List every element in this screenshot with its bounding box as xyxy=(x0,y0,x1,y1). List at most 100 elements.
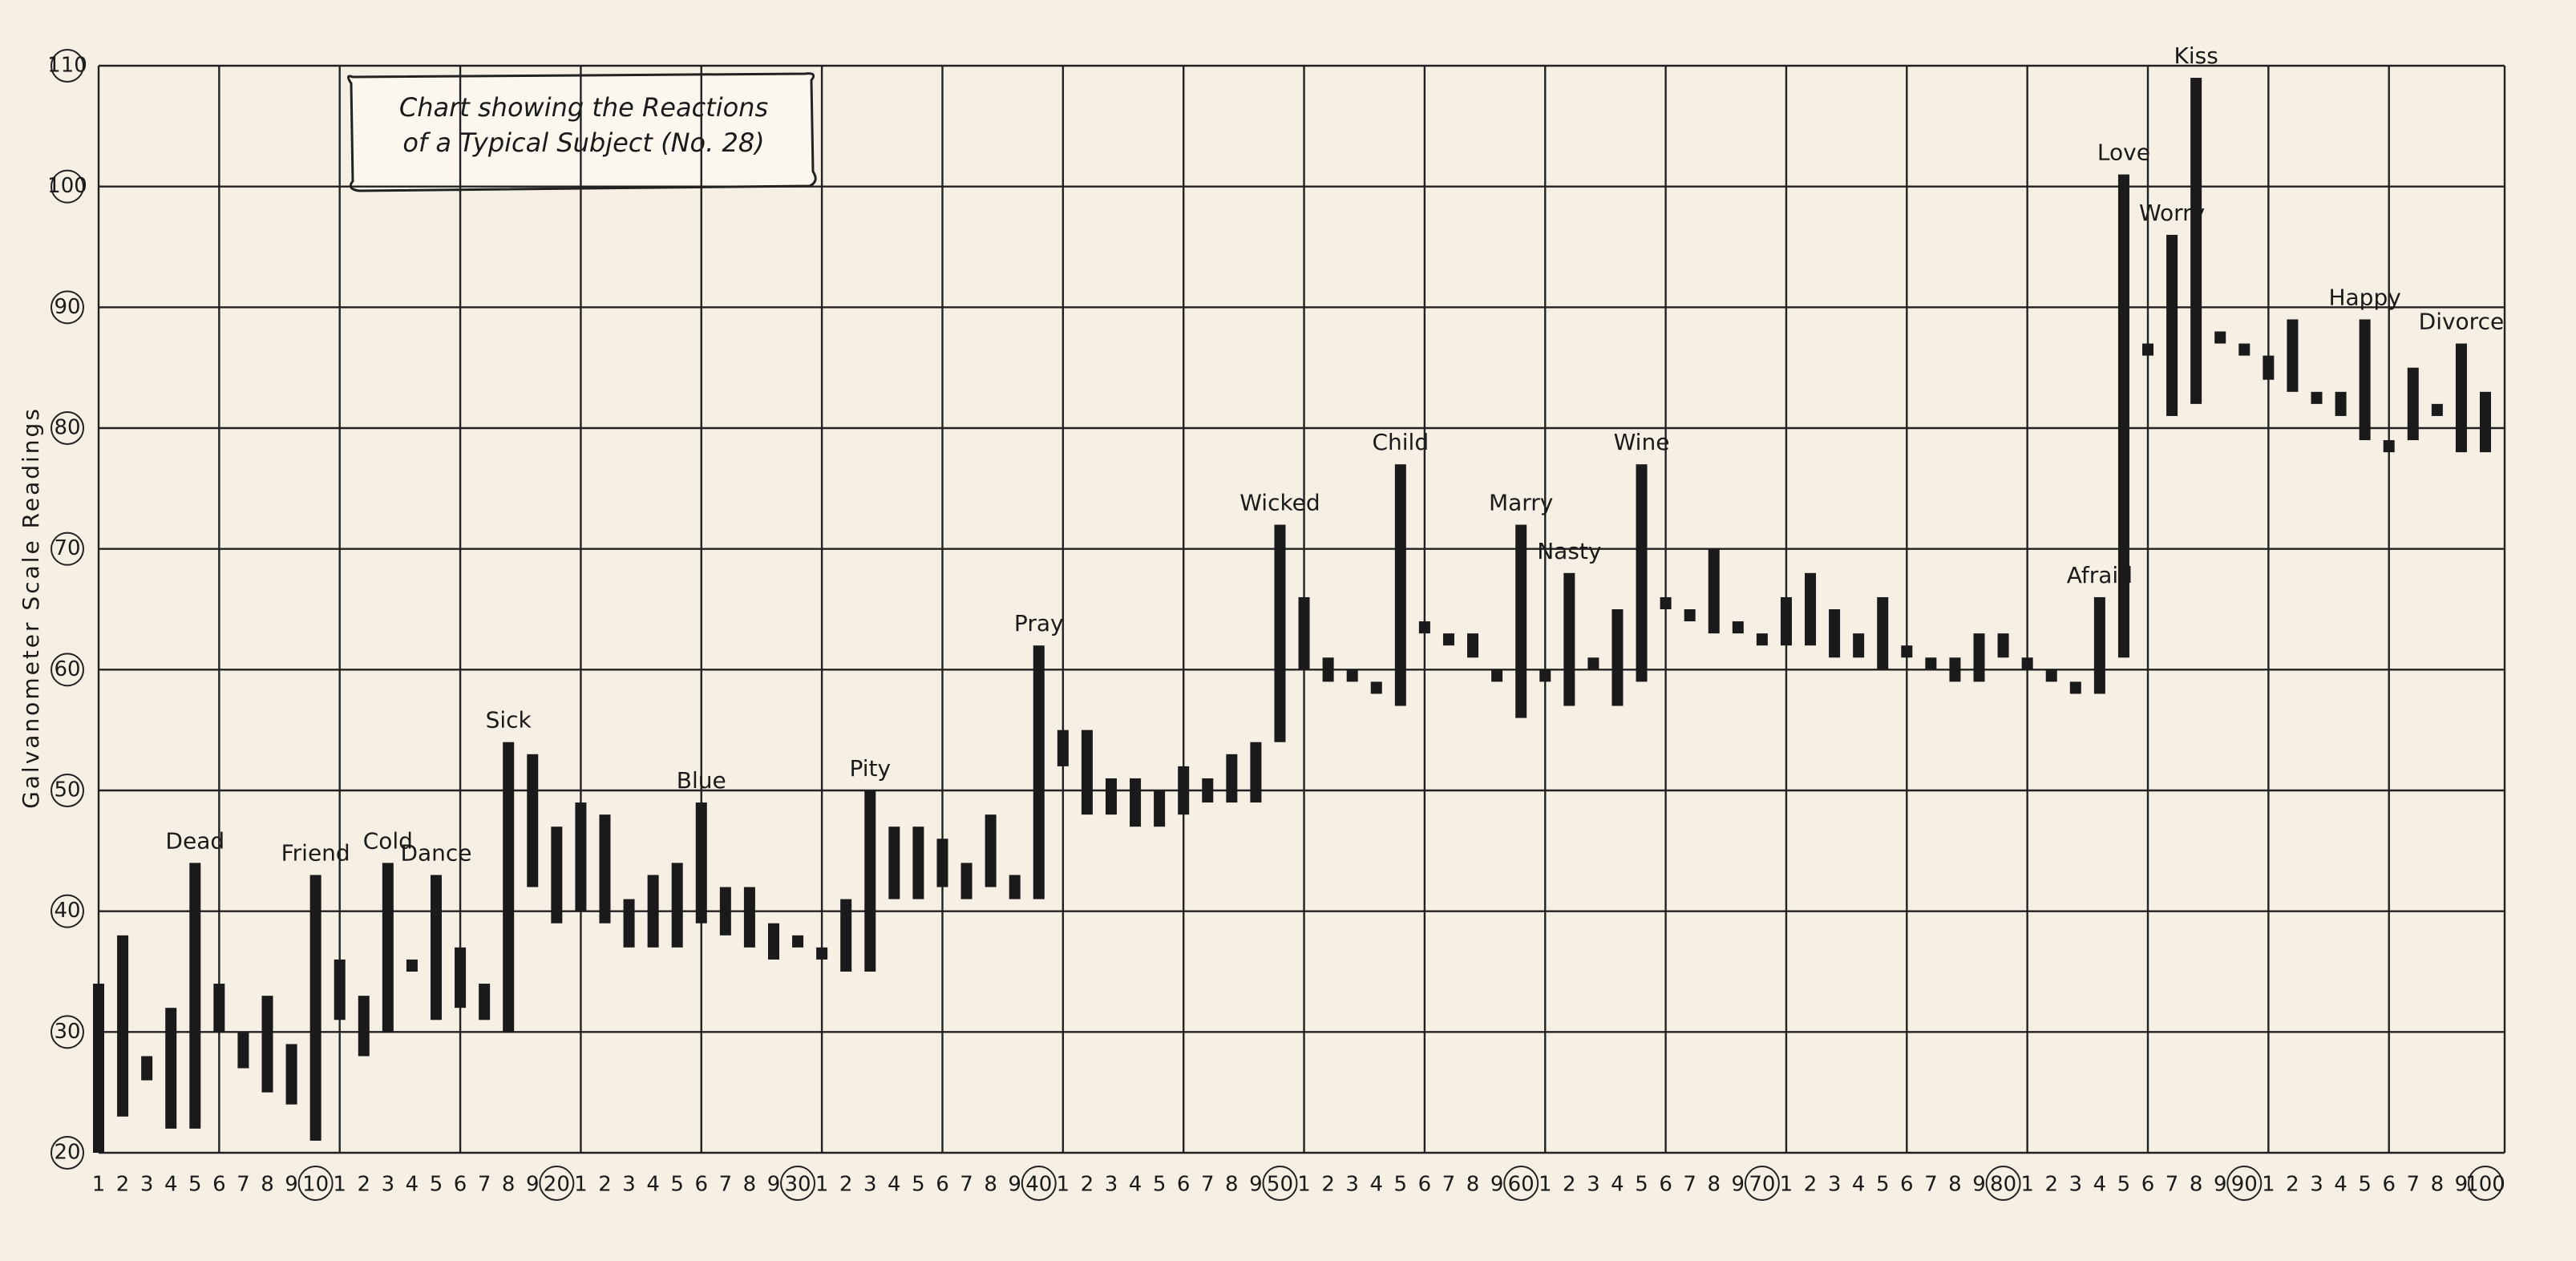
annotation: Sick xyxy=(486,707,532,734)
reaction-bar xyxy=(2069,681,2081,694)
x-tick-label: 5 xyxy=(2117,1173,2131,1197)
reaction-bar xyxy=(599,814,611,924)
x-tick-label: 8 xyxy=(2190,1173,2203,1197)
x-tick-label: 9 xyxy=(1249,1173,1263,1197)
annotation: Kiss xyxy=(2174,42,2218,69)
x-tick-label: 5 xyxy=(1876,1173,1890,1197)
reaction-bar xyxy=(1394,464,1406,706)
x-tick-label: 2 xyxy=(116,1173,130,1197)
reaction-bar xyxy=(912,827,924,899)
x-tick-label: 5 xyxy=(670,1173,684,1197)
reaction-bar xyxy=(93,984,104,1153)
reaction-bar xyxy=(406,959,418,972)
x-tick-label: 90 xyxy=(2231,1173,2258,1197)
tick-circle xyxy=(2226,1166,2263,1201)
reaction-bar xyxy=(792,935,804,948)
reaction-bar xyxy=(623,899,635,948)
reaction-bar xyxy=(1732,621,1744,634)
reaction-bar xyxy=(2214,331,2226,344)
reaction-bar xyxy=(189,863,201,1129)
x-tick-label: 3 xyxy=(382,1173,395,1197)
x-tick-label: 7 xyxy=(1442,1173,1456,1197)
reaction-bar xyxy=(1877,596,1889,670)
tick-circle xyxy=(539,1166,575,1201)
reaction-bar xyxy=(1226,754,1238,803)
x-tick-label: 4 xyxy=(1852,1173,1866,1197)
x-tick-label: 8 xyxy=(984,1173,997,1197)
x-tick-label: 8 xyxy=(2431,1173,2445,1197)
x-tick-label: 4 xyxy=(164,1173,178,1197)
x-tick-label: 9 xyxy=(1972,1173,1986,1197)
reaction-bar xyxy=(816,947,828,960)
reaction-bar xyxy=(1515,524,1527,718)
reaction-bar xyxy=(1997,633,2009,658)
x-tick-label: 40 xyxy=(1025,1173,1052,1197)
x-tick-label: 2 xyxy=(1563,1173,1576,1197)
x-tick-label: 2 xyxy=(358,1173,371,1197)
reaction-bar xyxy=(1949,657,1961,682)
x-tick-label: 7 xyxy=(478,1173,491,1197)
tick-circle xyxy=(2468,1166,2503,1201)
x-tick-label: 7 xyxy=(2166,1173,2179,1197)
reaction-bar xyxy=(1780,596,1792,646)
annotation: Cold xyxy=(363,827,413,854)
reaction-bar xyxy=(647,875,659,948)
reaction-bar xyxy=(2142,343,2154,356)
y-tick-label: 90 xyxy=(54,295,80,319)
reaction-bar xyxy=(1636,464,1648,682)
x-tick-label: 4 xyxy=(1611,1173,1624,1197)
reaction-bar xyxy=(141,1056,153,1081)
reaction-bar xyxy=(479,984,491,1021)
y-tick-label: 60 xyxy=(54,657,80,681)
reaction-bar xyxy=(527,754,539,887)
x-tick-label: 4 xyxy=(2334,1173,2348,1197)
x-tick-label: 4 xyxy=(646,1173,660,1197)
reaction-bar xyxy=(1973,633,1985,682)
y-tick-label: 80 xyxy=(54,416,80,440)
reaction-bar xyxy=(2311,391,2323,404)
x-tick-label: 3 xyxy=(140,1173,154,1197)
x-tick-label: 6 xyxy=(694,1173,708,1197)
reaction-bar xyxy=(695,802,707,924)
x-tick-label: 6 xyxy=(454,1173,467,1197)
tick-circle xyxy=(51,49,84,83)
x-tick-label: 7 xyxy=(960,1173,973,1197)
y-tick-label: 70 xyxy=(54,536,80,560)
annotation: Wine xyxy=(1614,429,1670,455)
reaction-bar xyxy=(1829,609,1841,658)
title-line: Chart showing the Reactions xyxy=(399,92,768,123)
reaction-bar xyxy=(1539,669,1551,682)
x-tick-label: 2 xyxy=(598,1173,612,1197)
reaction-bar xyxy=(864,790,876,972)
annotation: Marry xyxy=(1489,490,1553,516)
reaction-bar xyxy=(2431,403,2443,416)
reaction-bar xyxy=(2238,343,2250,356)
x-tick-label: 2 xyxy=(1321,1173,1335,1197)
tick-circle xyxy=(1503,1166,1539,1201)
reaction-bar xyxy=(1805,572,1817,646)
x-tick-label: 4 xyxy=(406,1173,419,1197)
x-tick-label: 3 xyxy=(2310,1173,2323,1197)
y-tick-label: 110 xyxy=(47,54,87,78)
x-tick-label: 4 xyxy=(888,1173,901,1197)
x-tick-label: 3 xyxy=(1345,1173,1359,1197)
annotation: Love xyxy=(2097,139,2150,166)
x-tick-label: 4 xyxy=(1129,1173,1142,1197)
x-tick-label: 7 xyxy=(1683,1173,1696,1197)
reaction-bar xyxy=(840,899,852,972)
title-line: of a Typical Subject (No. 28) xyxy=(402,127,764,158)
x-tick-label: 3 xyxy=(863,1173,877,1197)
x-tick-label: 1 xyxy=(1057,1173,1070,1197)
tick-circle xyxy=(51,653,84,687)
reaction-bar xyxy=(2407,367,2419,441)
reaction-bar xyxy=(1563,572,1575,706)
tick-circle xyxy=(51,531,84,566)
y-tick-label: 100 xyxy=(47,174,87,198)
x-tick-label: 2 xyxy=(1081,1173,1094,1197)
reaction-bar xyxy=(719,887,731,936)
reaction-bar xyxy=(1467,633,1479,658)
reaction-bar xyxy=(575,802,587,911)
reaction-bar xyxy=(1178,766,1190,815)
x-tick-label: 1 xyxy=(815,1173,829,1197)
reaction-bar xyxy=(2480,391,2491,453)
